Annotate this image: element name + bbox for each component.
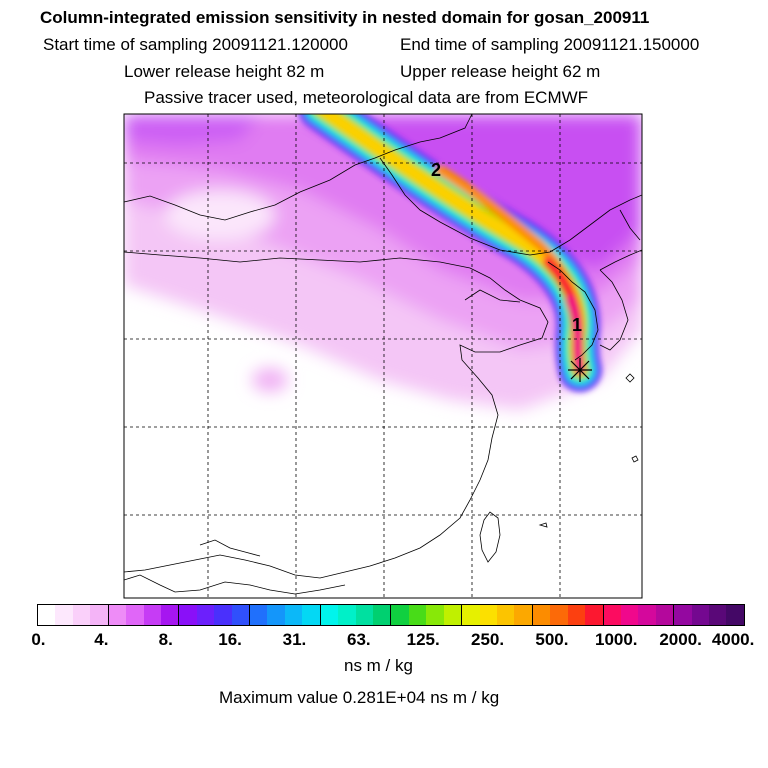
colorbar-segment bbox=[178, 605, 197, 625]
colorbar-tick-label: 8. bbox=[158, 630, 173, 649]
colorbar-segment bbox=[514, 605, 532, 625]
colorbar-segment bbox=[709, 605, 727, 625]
asterisk-icon bbox=[568, 358, 592, 382]
colorbar-segment bbox=[72, 605, 91, 625]
colorbar-segment bbox=[726, 605, 744, 625]
colorbar-segment bbox=[355, 605, 374, 625]
colorbar-segment bbox=[531, 605, 551, 625]
colorbar-segment bbox=[319, 605, 339, 625]
colorbar-segment bbox=[231, 605, 250, 625]
colorbar-segment bbox=[673, 605, 692, 625]
colorbar-tick-label: 16. bbox=[218, 630, 242, 649]
map-frame bbox=[123, 113, 643, 599]
colorbar-segment bbox=[38, 605, 56, 625]
colorbar-segment bbox=[443, 605, 462, 625]
colorbar-segment bbox=[602, 605, 621, 625]
marker-1: 1 bbox=[572, 315, 582, 335]
lower-release-label: Lower release height 82 m bbox=[124, 62, 325, 81]
colorbar-segment bbox=[90, 605, 108, 625]
colorbar bbox=[37, 604, 745, 626]
colorbar-segment bbox=[691, 605, 710, 625]
colorbar-segment bbox=[390, 605, 409, 625]
colorbar-tick-label: 63. bbox=[346, 630, 371, 649]
plume bbox=[298, 114, 602, 392]
coastlines bbox=[124, 114, 642, 595]
unit-label: ns m / kg bbox=[344, 656, 413, 675]
colorbar-tick-label: 4000. bbox=[711, 630, 755, 649]
colorbar-tick-label: 0. bbox=[31, 630, 46, 649]
colorbar-segment bbox=[550, 605, 568, 625]
colorbar-tick-label: 4. bbox=[94, 630, 109, 649]
colorbar-segment bbox=[249, 605, 268, 625]
colorbar-tick-label: 250. bbox=[470, 630, 505, 649]
colorbar-segment bbox=[338, 605, 356, 625]
tracer-note: Passive tracer used, meteorological data… bbox=[144, 88, 589, 107]
grid-lines bbox=[124, 114, 642, 598]
start-time-label: Start time of sampling 20091121.120000 bbox=[43, 35, 348, 54]
colorbar-segment bbox=[567, 605, 586, 625]
colorbar-tick-label: 2000. bbox=[659, 630, 702, 649]
colorbar-segment bbox=[267, 605, 285, 625]
colorbar-tick-label: 125. bbox=[406, 630, 440, 649]
colorbar-tick-label: 1000. bbox=[594, 630, 638, 649]
colorbar-segment bbox=[408, 605, 427, 625]
colorbar-segment bbox=[107, 605, 127, 625]
colorbar-segment bbox=[160, 605, 179, 625]
colorbar-segment bbox=[126, 605, 144, 625]
chart-title: Column-integrated emission sensitivity i… bbox=[40, 8, 650, 27]
end-time-label: End time of sampling 20091121.150000 bbox=[400, 35, 700, 54]
colorbar-segment bbox=[284, 605, 303, 625]
colorbar-segment bbox=[214, 605, 232, 625]
colorbar-segment bbox=[585, 605, 603, 625]
colorbar-segment bbox=[461, 605, 480, 625]
colorbar-segment bbox=[302, 605, 320, 625]
colorbar-segment bbox=[196, 605, 215, 625]
max-value-label: Maximum value 0.281E+04 ns m / kg bbox=[219, 688, 500, 707]
colorbar-segment bbox=[426, 605, 444, 625]
colorbar-tick-label: 500. bbox=[535, 630, 569, 649]
colorbar-segment bbox=[655, 605, 674, 625]
colorbar-segment bbox=[479, 605, 497, 625]
colorbar-segment bbox=[143, 605, 161, 625]
colorbar-segment bbox=[620, 605, 639, 625]
upper-release-label: Upper release height 62 m bbox=[400, 62, 601, 81]
colorbar-tick-label: 31. bbox=[282, 630, 307, 649]
colorbar-segment bbox=[638, 605, 656, 625]
marker-2: 2 bbox=[431, 160, 441, 180]
colorbar-segment bbox=[55, 605, 73, 625]
colorbar-segment bbox=[496, 605, 515, 625]
colorbar-segment bbox=[373, 605, 391, 625]
